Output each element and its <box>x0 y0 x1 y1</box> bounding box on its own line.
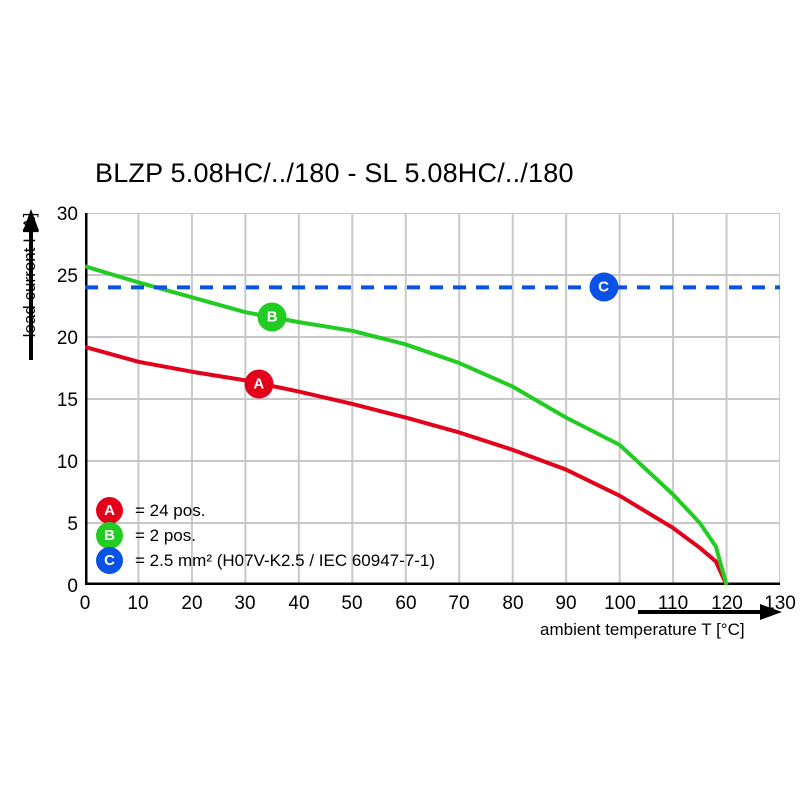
x-tick-20: 20 <box>181 593 203 614</box>
y-tick-5: 5 <box>67 514 78 535</box>
x-tick-80: 80 <box>502 593 524 614</box>
plot-marker-c: C <box>589 272 619 302</box>
plot-canvas <box>85 213 780 585</box>
x-tick-10: 10 <box>127 593 149 614</box>
series-line-1 <box>85 344 729 585</box>
x-axis-arrow-icon <box>638 604 782 620</box>
legend-item-a: A = 24 pos. <box>96 497 435 524</box>
x-tick-130: 130 <box>764 593 796 614</box>
y-tick-20: 20 <box>56 328 78 349</box>
x-tick-90: 90 <box>555 593 577 614</box>
y-axis-label-group: load current I [A] <box>0 205 48 365</box>
y-tick-label-group: 0 5 10 15 20 25 30 <box>28 0 78 800</box>
y-tick-15: 15 <box>56 390 78 411</box>
legend-item-c: C = 2.5 mm² (H07V-K2.5 / IEC 60947-7-1) <box>96 547 435 574</box>
legend-badge-b: B <box>96 522 123 549</box>
y-tick-25: 25 <box>56 266 78 287</box>
y-tick-30: 30 <box>56 204 78 225</box>
legend-item-b: B = 2 pos. <box>96 522 435 549</box>
y-axis-arrow-icon <box>23 209 39 360</box>
legend-label-a: = 24 pos. <box>135 500 206 520</box>
x-tick-60: 60 <box>395 593 417 614</box>
plot-area <box>85 213 780 585</box>
x-tick-70: 70 <box>448 593 470 614</box>
x-tick-100: 100 <box>604 593 636 614</box>
series-lines <box>85 264 780 585</box>
grid-lines <box>85 213 780 585</box>
x-tick-40: 40 <box>288 593 310 614</box>
x-tick-30: 30 <box>234 593 256 614</box>
legend: A = 24 pos. B = 2 pos. C = 2.5 mm² (H07V… <box>96 497 435 574</box>
plot-marker-b: B <box>257 302 287 332</box>
plot-marker-a: A <box>244 369 274 399</box>
x-tick-50: 50 <box>341 593 363 614</box>
x-tick-110: 110 <box>657 593 689 614</box>
y-tick-10: 10 <box>56 452 78 473</box>
series-line-2 <box>85 264 729 585</box>
legend-label-c: = 2.5 mm² (H07V-K2.5 / IEC 60947-7-1) <box>135 550 435 570</box>
x-tick-120: 120 <box>711 593 743 614</box>
legend-badge-c: C <box>96 547 123 574</box>
page-title: BLZP 5.08HC/../180 - SL 5.08HC/../180 <box>95 158 574 188</box>
x-tick-0: 0 <box>79 593 91 614</box>
y-tick-0: 0 <box>67 576 78 597</box>
legend-badge-a: A <box>96 497 123 524</box>
legend-label-b: = 2 pos. <box>135 525 196 545</box>
x-axis-label: ambient temperature T [°C] <box>540 620 745 639</box>
